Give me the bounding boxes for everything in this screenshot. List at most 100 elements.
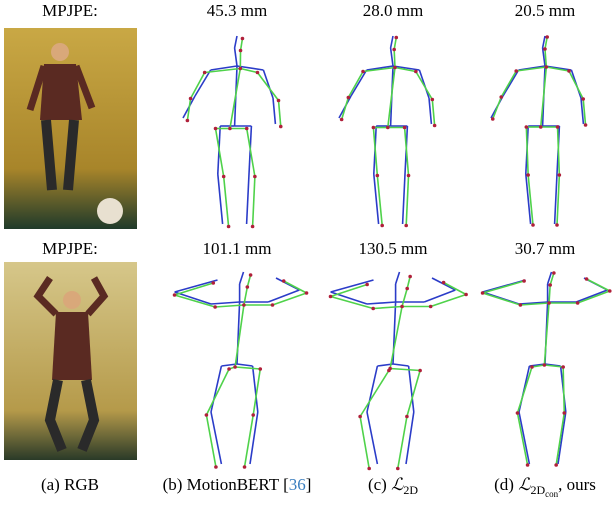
joint <box>556 125 560 129</box>
joint <box>525 125 529 129</box>
bone <box>493 97 501 119</box>
bone <box>245 415 254 467</box>
joint <box>429 305 433 309</box>
joint <box>585 277 589 281</box>
bone <box>519 412 529 464</box>
caption-prefix: (c) <box>368 475 391 494</box>
joint <box>305 291 309 295</box>
bone <box>211 412 221 464</box>
caption-suffix: , ours <box>558 475 596 494</box>
bone <box>235 367 260 369</box>
bone <box>390 307 402 369</box>
joint <box>407 174 411 178</box>
bone <box>253 177 255 227</box>
bone <box>398 417 407 469</box>
bone <box>394 50 395 68</box>
bone <box>257 73 278 101</box>
bone <box>431 295 466 307</box>
joint <box>173 293 177 297</box>
bone <box>429 98 431 124</box>
bone <box>240 272 244 284</box>
joint <box>433 124 437 128</box>
joint <box>539 125 543 129</box>
bone <box>211 302 240 304</box>
joint <box>241 37 245 41</box>
bone <box>263 70 273 98</box>
mpjpe-value: 20.5 mm <box>515 1 575 20</box>
bone <box>224 177 229 227</box>
bone <box>175 280 218 292</box>
bone <box>569 71 583 99</box>
bone <box>483 281 525 293</box>
joint <box>367 467 371 471</box>
joint <box>547 301 551 305</box>
joint <box>258 367 262 371</box>
joint <box>347 96 351 100</box>
joint <box>271 303 275 307</box>
joint <box>329 295 333 299</box>
joint <box>227 367 231 371</box>
caption-symbol: ℒ <box>391 475 404 494</box>
joint <box>393 66 397 70</box>
bone <box>247 174 249 224</box>
joint <box>279 125 283 129</box>
joint <box>251 225 255 229</box>
joint <box>246 285 250 289</box>
joint <box>256 71 260 75</box>
joint <box>545 65 549 69</box>
joint <box>376 174 380 178</box>
caption-ref: 36 <box>289 475 306 494</box>
bone <box>391 48 393 66</box>
joint <box>555 223 559 227</box>
joint <box>371 307 375 311</box>
bone <box>235 48 237 66</box>
joint <box>576 301 580 305</box>
bone <box>403 174 405 224</box>
joint <box>464 293 468 297</box>
joint <box>386 126 390 130</box>
joint <box>543 363 547 367</box>
caption-subsub: con <box>545 489 558 499</box>
bone <box>195 70 211 96</box>
joint <box>442 281 446 285</box>
bone <box>348 72 363 98</box>
bone <box>391 36 393 48</box>
joint <box>251 413 255 417</box>
bone <box>241 39 243 51</box>
row-label: MPJPE: <box>42 1 98 20</box>
bone <box>543 36 545 48</box>
joint <box>227 225 231 229</box>
bone <box>416 72 432 100</box>
joint <box>562 411 566 415</box>
bone <box>517 367 531 413</box>
joint <box>491 117 495 121</box>
bone <box>237 364 253 366</box>
bone <box>279 101 281 127</box>
joint <box>249 273 253 277</box>
mpjpe-value: 45.3 mm <box>207 1 267 20</box>
joint <box>567 69 571 73</box>
joint <box>340 118 344 122</box>
bone <box>393 364 409 366</box>
bone <box>273 98 275 124</box>
caption-suffix: ] <box>306 475 312 494</box>
joint <box>531 223 535 227</box>
bone <box>402 289 407 307</box>
joint <box>405 415 409 419</box>
photo-2 <box>4 262 137 460</box>
joint <box>239 67 243 71</box>
row-label: MPJPE: <box>42 239 98 258</box>
mpjpe-value: 28.0 mm <box>363 1 423 20</box>
joint <box>481 291 485 295</box>
bone <box>367 412 377 464</box>
joint <box>253 175 257 179</box>
bone <box>503 70 519 96</box>
joint <box>522 279 526 283</box>
caption-prefix: (b) MotionBERT [ <box>163 475 290 494</box>
bone <box>247 275 250 287</box>
bone <box>373 307 402 309</box>
joint <box>365 283 369 287</box>
bone <box>558 412 566 464</box>
bone <box>394 38 396 50</box>
joint <box>404 224 408 228</box>
